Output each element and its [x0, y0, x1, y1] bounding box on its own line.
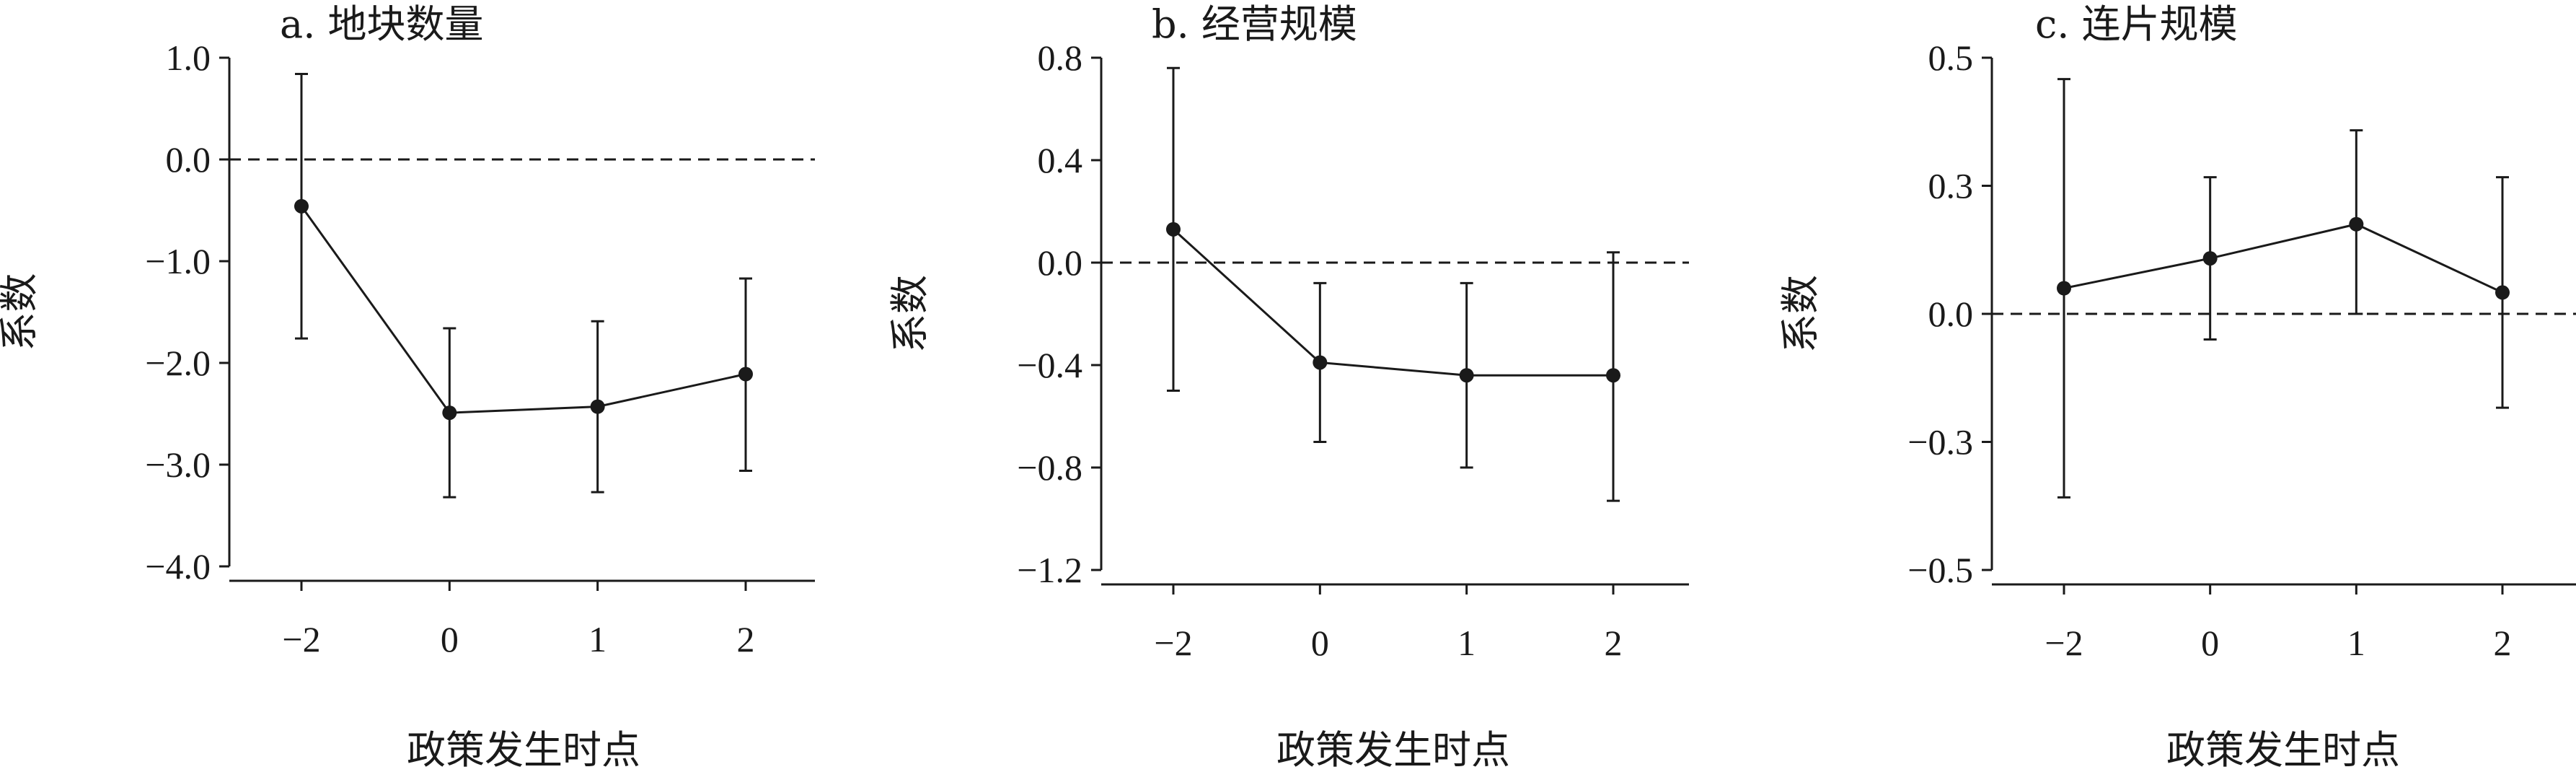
- data-point: [1606, 368, 1620, 383]
- data-point: [2202, 251, 2218, 266]
- data-point: [442, 405, 457, 421]
- y-tick-label: −0.3: [1907, 422, 1973, 462]
- series-line: [300, 205, 746, 414]
- y-tick-label: 0.0: [166, 139, 211, 180]
- x-tick-label: 0: [1311, 623, 1329, 663]
- y-tick-label: 0.5: [1928, 38, 1974, 78]
- x-tick-label: 0: [2201, 623, 2219, 663]
- data-point: [2495, 285, 2510, 300]
- x-tick-label: 1: [1457, 623, 1476, 663]
- data-point: [2057, 281, 2071, 296]
- y-tick-label: −1.0: [145, 241, 211, 281]
- x-tick-label: 1: [2347, 623, 2365, 663]
- y-tick-label: −3.0: [145, 444, 211, 485]
- y-tick-label: 0.0: [1928, 294, 1974, 334]
- y-tick-label: 1.0: [166, 38, 211, 78]
- y-tick-label: 0.4: [1038, 140, 1083, 180]
- x-tick-label: −2: [2045, 623, 2083, 663]
- x-tick-label: 1: [588, 619, 606, 659]
- y-tick-label: −1.2: [1017, 550, 1082, 590]
- x-tick-label: −2: [282, 619, 320, 659]
- data-point: [590, 399, 605, 414]
- y-tick-label: 0.3: [1928, 166, 1974, 206]
- y-tick-label: 0.0: [1038, 242, 1083, 283]
- x-tick-label: 2: [2494, 623, 2512, 663]
- panel-title: c. 连片规模: [2035, 1, 2238, 47]
- y-axis-title: 系数: [887, 275, 932, 353]
- data-point: [2349, 216, 2364, 232]
- x-axis-title: 政策发生时点: [2166, 727, 2400, 772]
- y-axis-title: 系数: [0, 273, 42, 351]
- data-point: [1313, 355, 1328, 370]
- panel-title: a. 地块数量: [280, 1, 484, 47]
- x-axis-title: 政策发生时点: [1276, 727, 1510, 772]
- chart-panel-1: 1.0 0.0 −1.0 −2.0 −3.0 −4.0 −2 0 1 2 a. 地块数量政策发生时点…: [0, 1, 815, 772]
- x-tick-label: 2: [737, 619, 755, 659]
- x-tick-label: 2: [1605, 623, 1623, 663]
- y-tick-label: 0.8: [1038, 38, 1083, 78]
- data-point: [738, 367, 753, 382]
- series-line: [1172, 228, 1613, 377]
- x-axis-title: 政策发生时点: [407, 727, 640, 772]
- panel-title: b. 经营规模: [1152, 1, 1357, 47]
- y-tick-label: −0.5: [1907, 550, 1973, 590]
- y-axis-title: 系数: [1778, 275, 1823, 353]
- y-tick-label: −0.4: [1017, 345, 1082, 385]
- y-tick-label: −2.0: [145, 343, 211, 383]
- series-line: [2063, 223, 2503, 294]
- y-tick-label: −4.0: [145, 546, 211, 587]
- x-tick-label: 0: [441, 619, 459, 659]
- data-point: [1459, 368, 1474, 383]
- x-tick-label: −2: [1154, 623, 1192, 663]
- y-tick-label: −0.8: [1017, 447, 1082, 488]
- data-point: [1166, 221, 1181, 237]
- data-point: [294, 198, 309, 214]
